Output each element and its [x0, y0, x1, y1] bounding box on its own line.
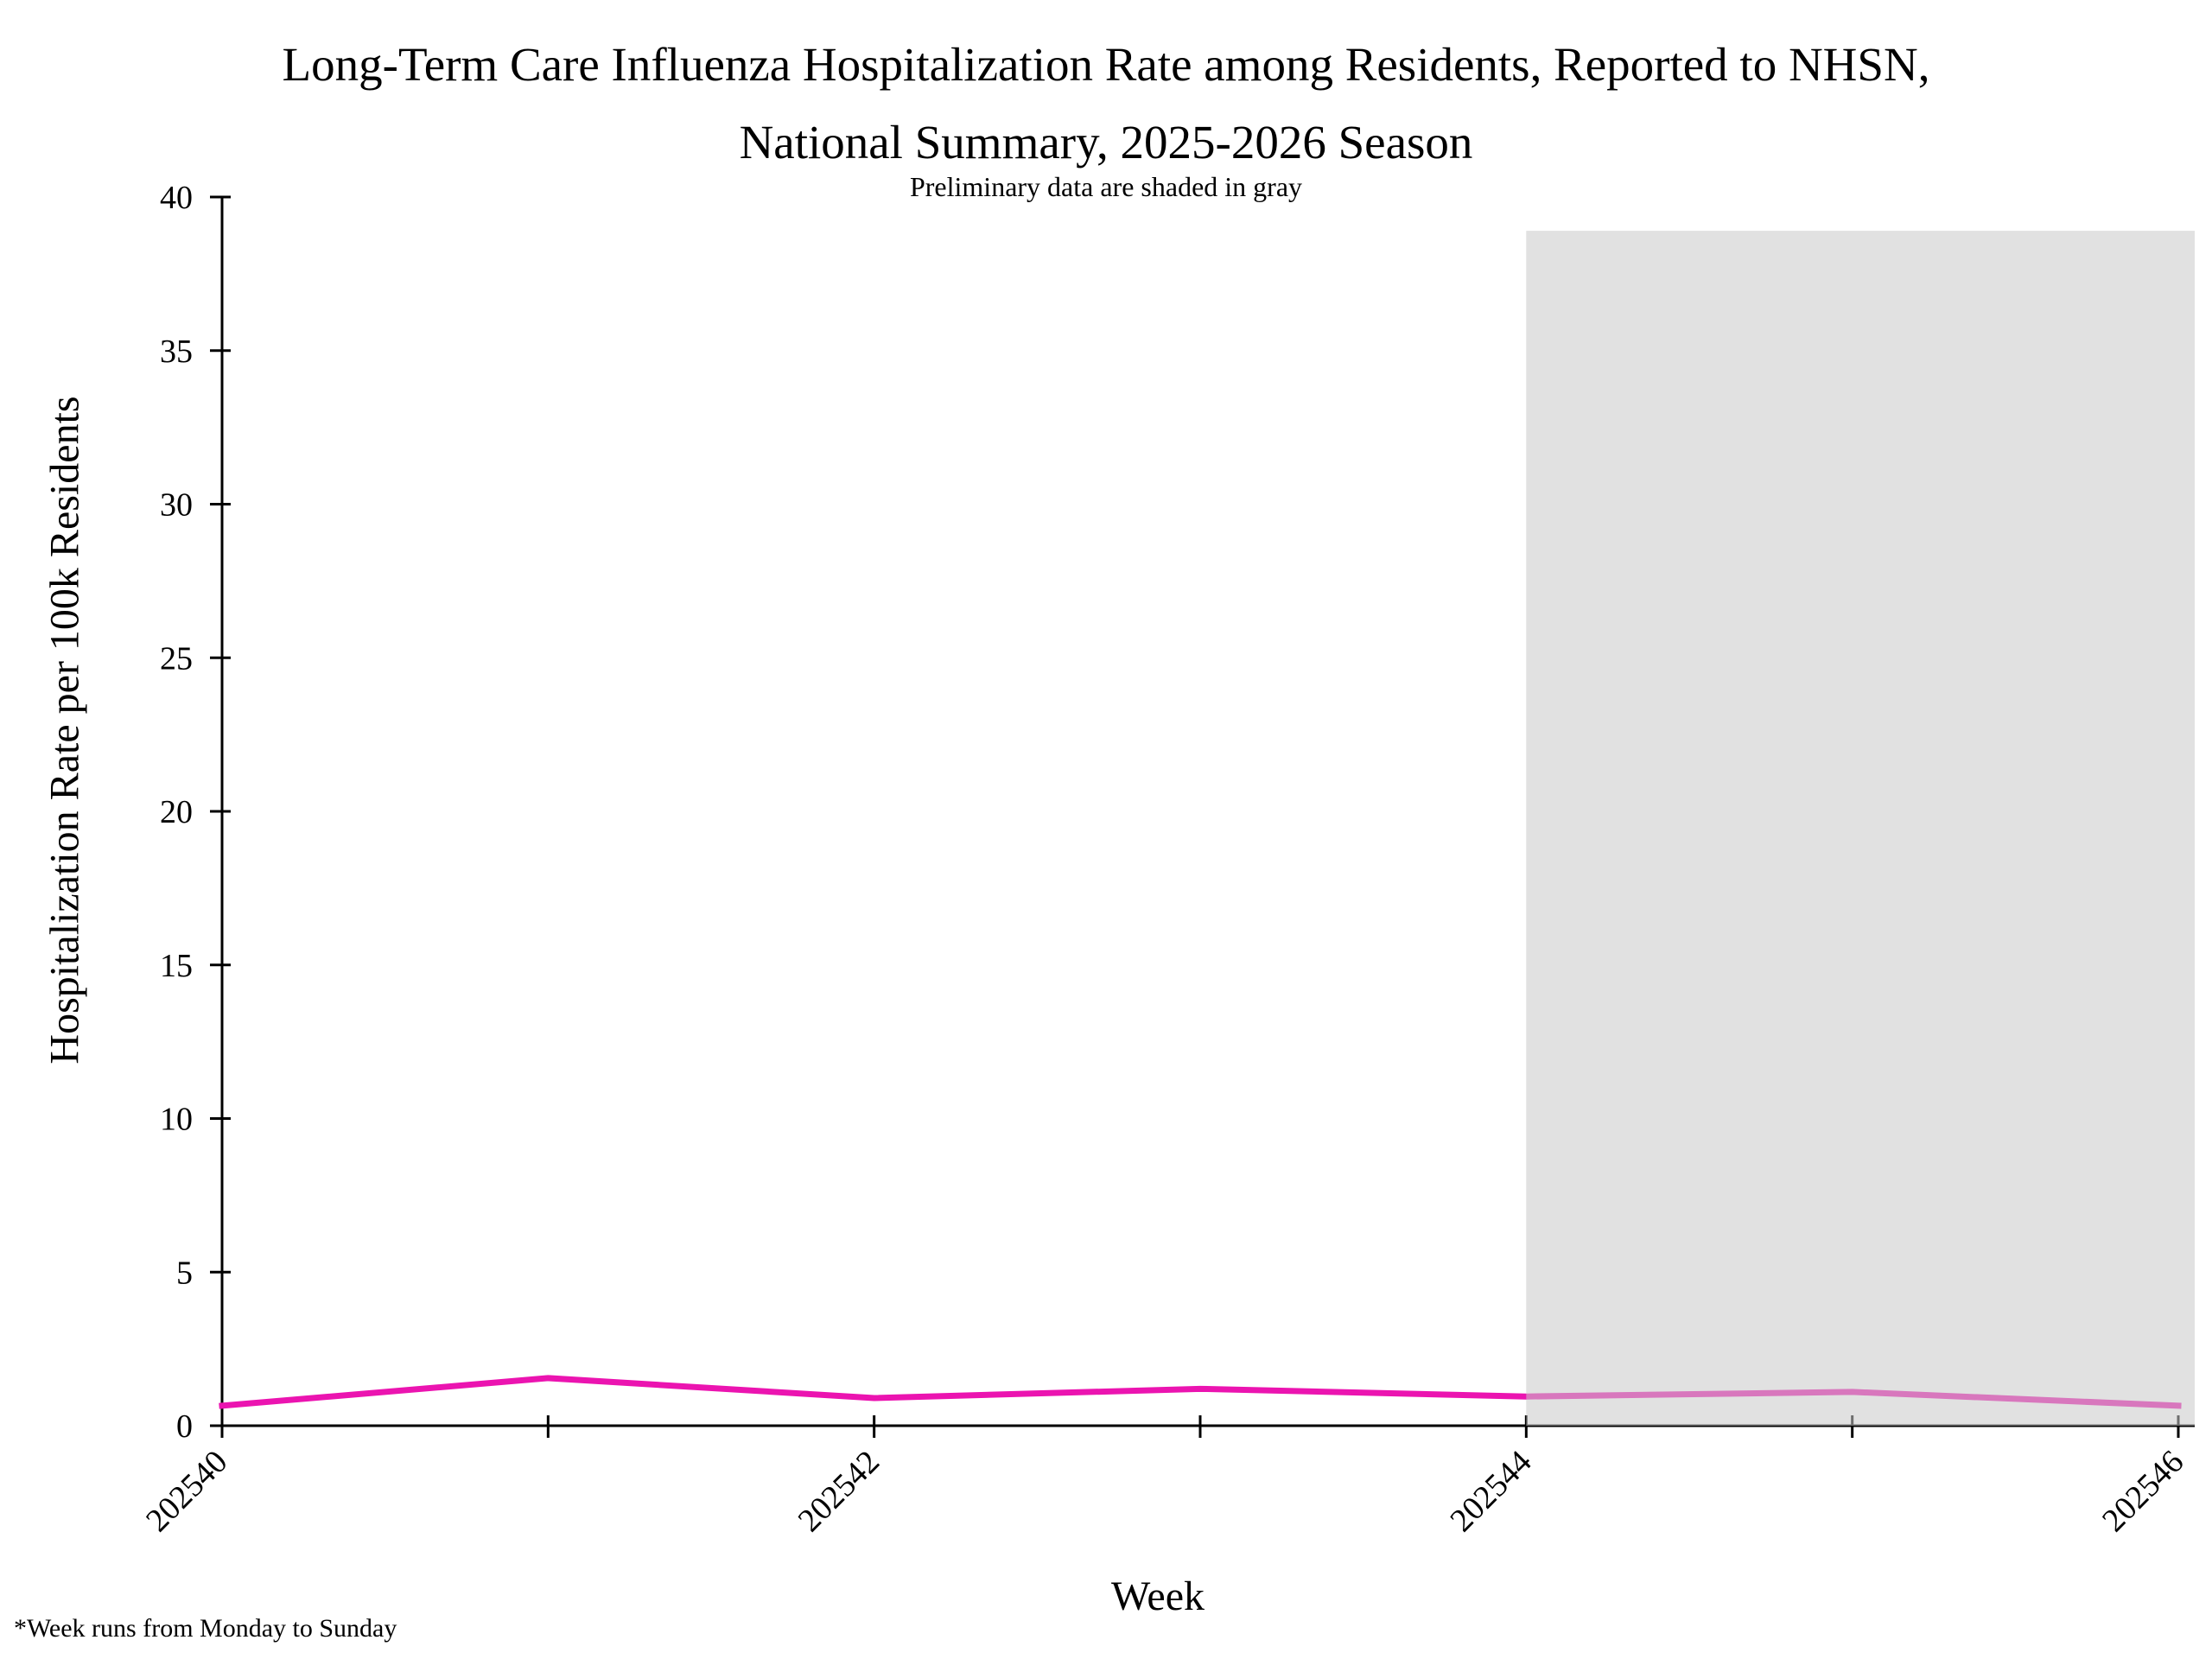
y-tick-label: 0 [176, 1408, 193, 1445]
x-axis-label: Week [1110, 1573, 1205, 1619]
x-tick-label: 202546 [2095, 1444, 2190, 1539]
y-tick-label: 10 [160, 1102, 193, 1138]
x-tick-label: 202540 [139, 1444, 234, 1539]
y-tick-label: 25 [160, 640, 193, 677]
preliminary-data-shaded-region [1526, 231, 2195, 1427]
y-tick-label: 5 [176, 1255, 193, 1291]
preliminary-shaded-region-layer [1526, 231, 2195, 1427]
week-definition-footnote: *Week runs from Monday to Sunday [14, 1614, 397, 1643]
y-tick-label: 20 [160, 794, 193, 830]
chart-title-line-1: Long-Term Care Influenza Hospitalization… [282, 38, 1930, 91]
y-tick-label: 30 [160, 487, 193, 524]
y-tick-label: 35 [160, 334, 193, 370]
x-tick-label: 202542 [791, 1444, 887, 1539]
y-tick-label: 40 [160, 180, 193, 216]
chart-subtitle: Preliminary data are shaded in gray [909, 171, 1303, 202]
x-tick-label: 202544 [1443, 1444, 1538, 1539]
chart-title-line-2: National Summary, 2025-2026 Season [739, 116, 1473, 168]
y-tick-label: 15 [160, 948, 193, 984]
chart-title: Long-Term Care Influenza Hospitalization… [0, 26, 2212, 181]
